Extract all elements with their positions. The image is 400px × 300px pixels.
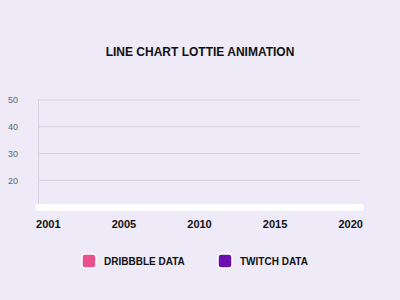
title: LINE CHART LOTTIE ANIMATION <box>106 45 295 59</box>
y-tick: 30 <box>8 149 38 159</box>
legend-swatch <box>218 254 232 268</box>
x-tick-label: 2010 <box>187 218 211 230</box>
legend-label: DRIBBBLE DATA <box>104 256 185 267</box>
y-tick-label: 30 <box>8 149 18 159</box>
x-axis-line <box>39 204 361 211</box>
legend: DRIBBBLE DATA TWITCH DATA <box>82 254 308 268</box>
x-axis: 2001 2005 2010 2015 2020 <box>36 207 363 230</box>
y-axis: 20 30 40 50 <box>8 95 39 207</box>
y-tick-label: 40 <box>8 122 18 132</box>
y-tick: 50 <box>8 95 38 105</box>
x-tick: 2005 <box>112 207 136 230</box>
grid <box>38 100 360 180</box>
y-tick-label: 50 <box>8 95 18 105</box>
chart: LINE CHART LOTTIE ANIMATION2030405020012… <box>0 0 400 300</box>
grid-line <box>38 180 360 181</box>
grid-line <box>38 126 360 127</box>
x-tick-label: 2001 <box>36 218 60 230</box>
grid-line <box>38 153 360 154</box>
y-axis-line <box>38 101 39 208</box>
x-tick-label: 2020 <box>338 218 362 230</box>
x-tick-label: 2015 <box>263 218 287 230</box>
x-tick: 2015 <box>263 207 287 230</box>
y-tick-label: 20 <box>8 176 18 186</box>
legend-label: TWITCH DATA <box>240 256 308 267</box>
grid-line <box>38 100 360 101</box>
x-tick: 2010 <box>187 207 211 230</box>
x-tick: 2001 <box>36 207 60 230</box>
x-tick-label: 2005 <box>112 218 136 230</box>
y-tick: 40 <box>8 122 38 132</box>
legend-swatch <box>82 254 96 268</box>
x-tick: 2020 <box>338 207 362 230</box>
y-tick: 20 <box>8 176 38 186</box>
